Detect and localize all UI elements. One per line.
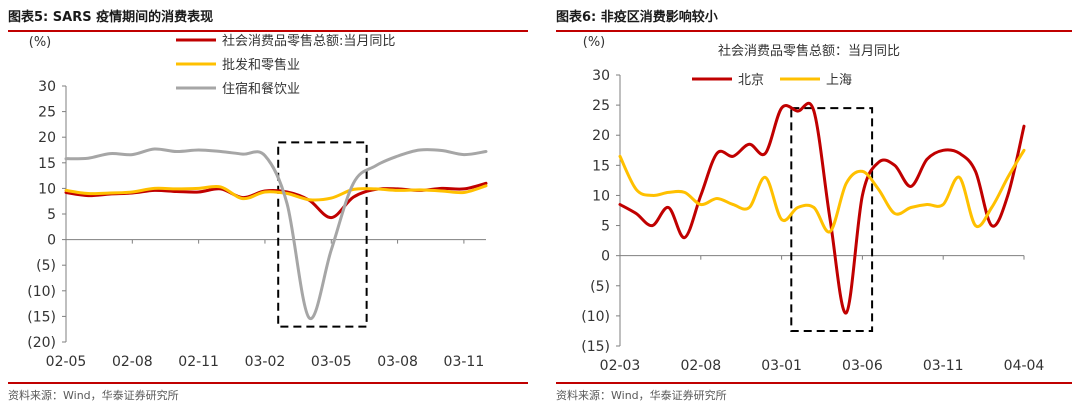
legend-label: 北京: [738, 73, 764, 88]
y-tick-label: (20): [27, 335, 56, 351]
y-tick-label: (5): [36, 258, 56, 274]
y-tick-label: 5: [601, 219, 610, 235]
series-line-1: [64, 181, 488, 220]
y-tick-label: 25: [592, 98, 610, 114]
y-tick-label: 30: [38, 79, 56, 95]
y-tick-label: 15: [38, 156, 56, 172]
highlight-box: [790, 107, 874, 332]
x-tick-label: 02-03: [600, 358, 641, 374]
legend-label: 批发和零售业: [222, 57, 300, 73]
series-line-1: [618, 101, 1026, 315]
series-line-2: [64, 184, 488, 202]
y-tick-label: 25: [38, 105, 56, 121]
y-tick-label: 10: [592, 188, 610, 204]
figure-6-source: 资料来源：Wind，华泰证券研究所: [556, 382, 1072, 408]
figure-6-title: 图表6: 非疫区消费影响较小: [556, 6, 1072, 32]
y-tick-label: (15): [27, 309, 56, 325]
highlight-box: [277, 141, 368, 328]
series-line-2: [618, 148, 1026, 234]
x-tick-label: 03-06: [842, 358, 883, 374]
figure-6-chart: (%) (15) (10) (5) 0 5 10 15 20 25 30 02-03 02-08 03-0…: [581, 35, 1045, 374]
y-tick-label: (5): [590, 279, 610, 295]
y-tick-label: (10): [581, 309, 610, 325]
legend-label: 上海: [826, 73, 852, 88]
figure-5-source: 资料来源：Wind，华泰证券研究所: [8, 382, 528, 408]
y-tick-label: 10: [38, 181, 56, 197]
legend-label: 住宿和餐饮业: [222, 81, 300, 97]
y-tick-label: 0: [601, 249, 610, 265]
x-tick-label: 03-01: [761, 358, 802, 374]
figure-6-panel: 图表6: 非疫区消费影响较小 (%) (15) (10) (5) 0 5 10 15 20 25 3…: [548, 0, 1080, 408]
x-tick-label: 03-11: [444, 354, 485, 370]
y-tick-label: 15: [592, 158, 610, 174]
x-tick-label: 02-08: [680, 358, 721, 374]
unit-label: (%): [583, 35, 606, 50]
figure-5-chart: (%) (20) (15) (10) (5) 0 5 10 15 20 25 30 02-05 02-08…: [27, 33, 488, 370]
figure-5-title: 图表5: SARS 疫情期间的消费表现: [8, 6, 528, 32]
x-tick-label: 03-05: [311, 354, 352, 370]
y-tick-label: 0: [47, 233, 56, 249]
x-tick-label: 03-08: [377, 354, 418, 370]
unit-label: (%): [29, 35, 52, 50]
figure-5-panel: 图表5: SARS 疫情期间的消费表现 (%) (20) (15) (10) (5) 0 5…: [8, 6, 528, 408]
y-tick-label: (15): [581, 339, 610, 355]
x-tick-label: 03-02: [245, 354, 286, 370]
y-tick-label: (10): [27, 284, 56, 300]
x-tick-label: 02-08: [112, 354, 153, 370]
y-tick-label: 5: [47, 207, 56, 223]
series-line-3: [64, 147, 488, 320]
x-tick-label: 03-11: [923, 358, 964, 374]
x-tick-label: 04-04: [1004, 358, 1045, 374]
chart-subtitle: 社会消费品零售总额：当月同比: [718, 43, 900, 59]
legend-label: 社会消费品零售总额:当月同比: [222, 33, 395, 49]
y-tick-label: 20: [38, 130, 56, 146]
x-tick-label: 02-11: [178, 354, 219, 370]
y-tick-label: 30: [592, 68, 610, 84]
x-tick-label: 02-05: [46, 354, 87, 370]
y-tick-label: 20: [592, 128, 610, 144]
